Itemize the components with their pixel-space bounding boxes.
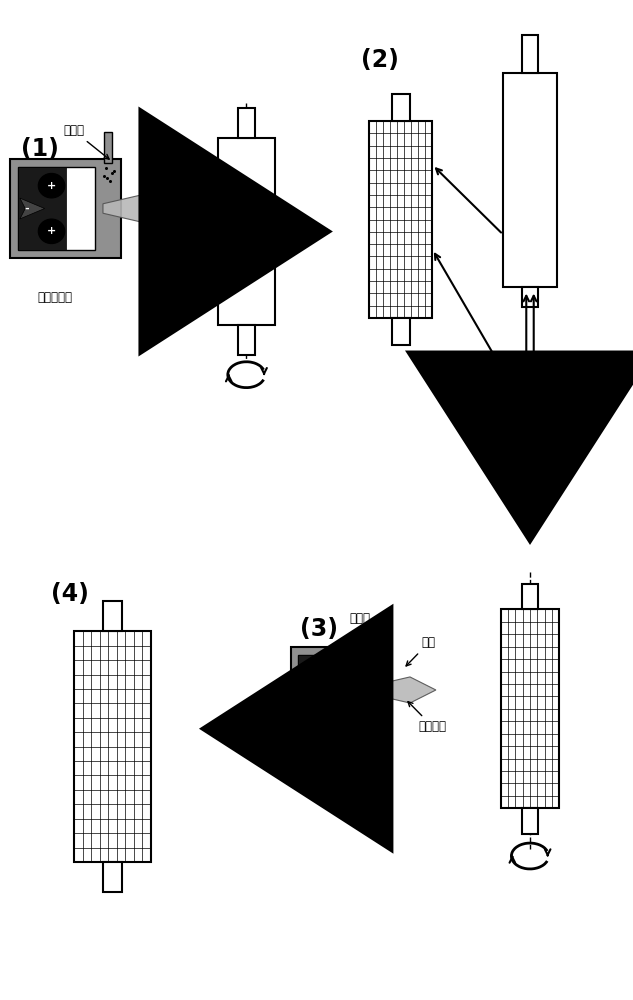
Text: (4): (4)	[51, 582, 89, 606]
Bar	[237, 108, 255, 138]
Bar	[10, 159, 121, 258]
Bar	[18, 167, 95, 250]
Text: +: +	[323, 705, 331, 715]
Ellipse shape	[501, 357, 560, 375]
Text: (3): (3)	[300, 617, 338, 641]
Text: 送粉管: 送粉管	[63, 124, 109, 159]
Bar	[392, 94, 410, 121]
Text: 等离子噴枪: 等离子噴枪	[318, 753, 353, 766]
Text: 等离子焰: 等离子焰	[153, 224, 192, 256]
Text: 粉末: 粉末	[406, 636, 436, 666]
Bar	[18, 167, 66, 250]
Bar	[74, 631, 151, 862]
Bar	[237, 325, 255, 355]
Text: +: +	[47, 181, 56, 191]
Bar	[218, 138, 275, 325]
Text: -: -	[303, 685, 308, 695]
Polygon shape	[371, 677, 436, 703]
Ellipse shape	[315, 660, 338, 681]
Bar	[103, 862, 122, 892]
Text: (2): (2)	[361, 48, 399, 72]
Text: 等离子焰: 等离子焰	[408, 702, 447, 733]
Bar	[369, 121, 432, 318]
Text: (1): (1)	[22, 137, 60, 161]
Bar	[501, 366, 560, 451]
Ellipse shape	[38, 173, 65, 198]
Bar	[522, 287, 539, 307]
Text: 送粉管: 送粉管	[350, 612, 372, 647]
Bar	[503, 73, 557, 287]
Polygon shape	[299, 681, 321, 699]
Bar	[298, 655, 339, 725]
Text: +: +	[47, 226, 56, 236]
Bar	[104, 132, 112, 163]
Text: 粉末: 粉末	[151, 151, 180, 183]
Bar	[372, 624, 379, 650]
Bar	[522, 35, 539, 73]
Bar	[522, 584, 538, 609]
Bar	[103, 601, 122, 631]
Polygon shape	[20, 198, 45, 219]
Text: -: -	[25, 204, 29, 214]
Bar	[298, 655, 364, 725]
Bar	[392, 318, 410, 345]
Bar	[522, 808, 538, 834]
Text: 等离子噴枪: 等离子噴枪	[37, 291, 72, 304]
Ellipse shape	[315, 699, 338, 720]
Bar	[501, 609, 560, 808]
Polygon shape	[103, 193, 178, 224]
Ellipse shape	[38, 219, 65, 244]
Bar	[291, 647, 386, 733]
Text: +: +	[323, 665, 331, 675]
